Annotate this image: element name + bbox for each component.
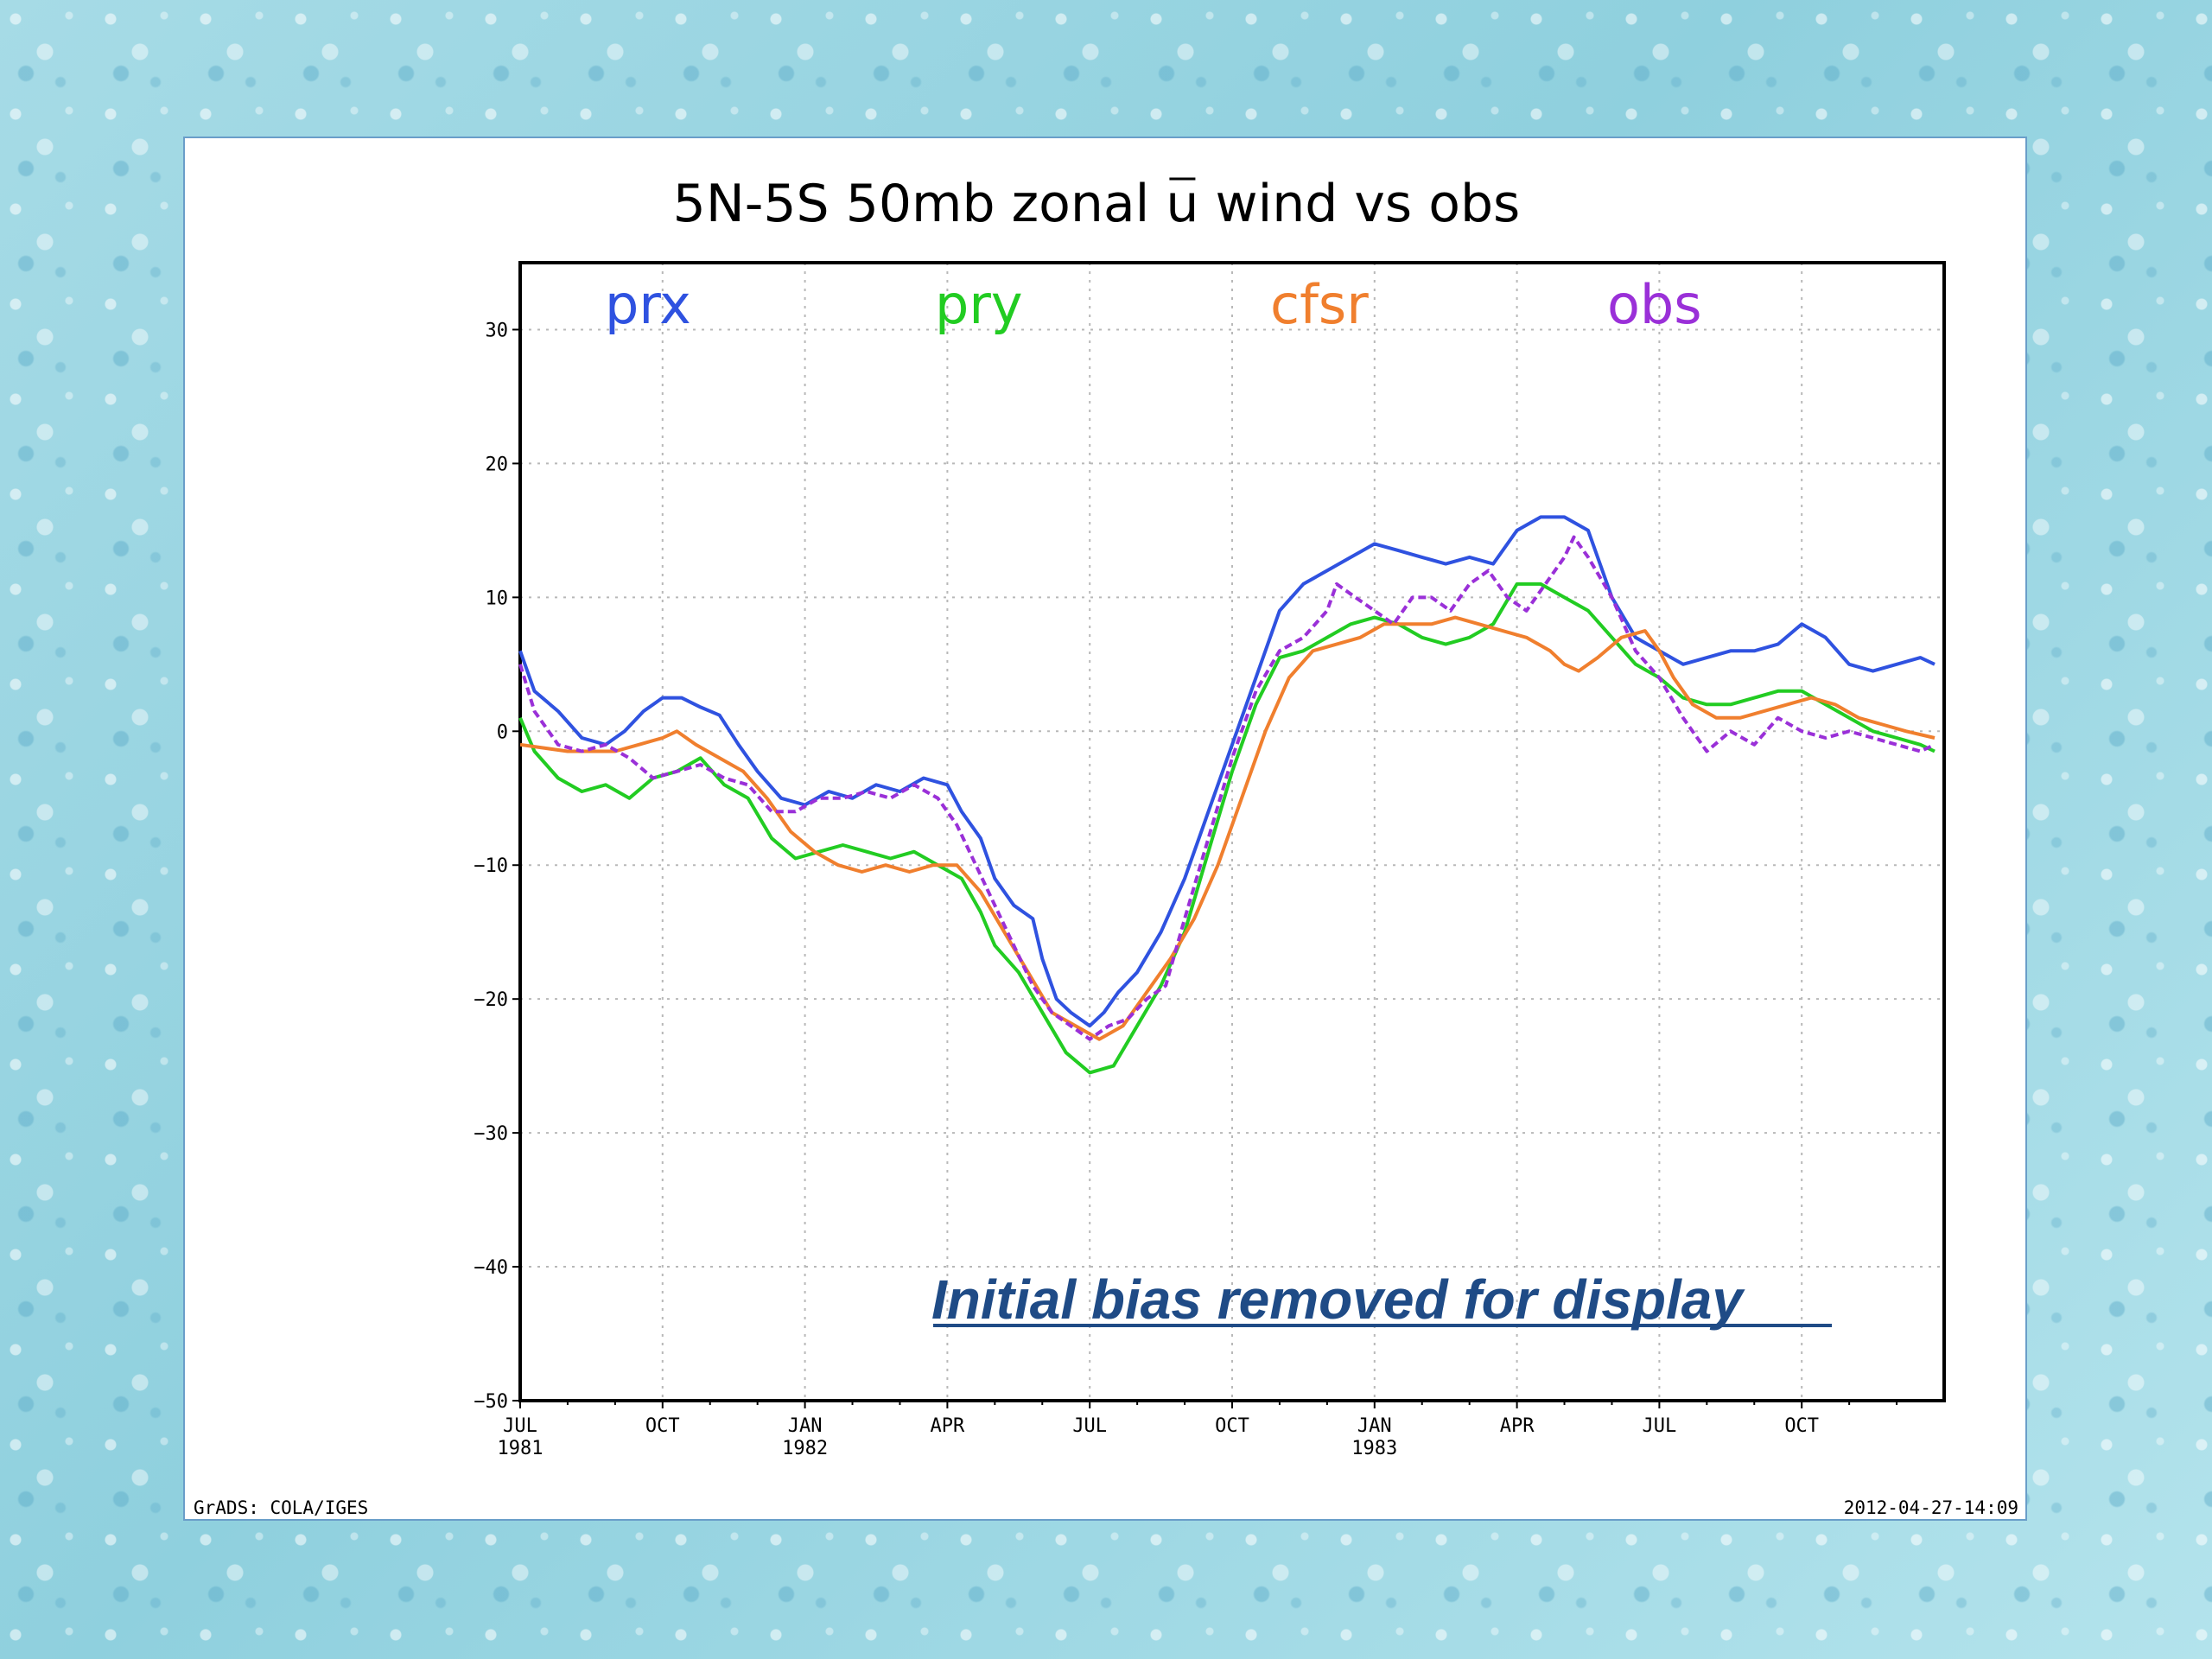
footer-right: 2012-04-27-14:09	[1844, 1497, 2018, 1518]
y-tick-label: −20	[474, 989, 508, 1011]
legend-label-pry: pry	[935, 273, 1023, 336]
y-tick-label: −30	[474, 1123, 508, 1145]
chart-title: 5N-5S 50mb zonal u wind vs obs	[673, 174, 1521, 234]
y-tick-label: 20	[486, 454, 509, 475]
x-tick-label: JUL	[503, 1415, 537, 1437]
plot-frame	[518, 261, 1946, 1402]
annotation-text: Initial bias removed for display	[931, 1268, 1745, 1331]
x-tick-year-label: 1981	[498, 1438, 543, 1459]
y-tick-label: 0	[497, 721, 508, 743]
x-tick-label: APR	[1500, 1415, 1535, 1437]
series-layer	[518, 515, 1936, 1075]
y-tick-label: −10	[474, 855, 508, 877]
chart-svg: 5N-5S 50mb zonal u wind vs obs JUL1981OC…	[194, 174, 2018, 1518]
title-part-u: u	[1166, 174, 1198, 234]
x-tick-label: JAN	[788, 1415, 823, 1437]
legend: prx pry cfsr obs	[605, 273, 1702, 336]
x-tick-label: OCT	[645, 1415, 680, 1437]
series-line-obs	[518, 535, 1936, 1041]
x-tick-label: JUL	[1643, 1415, 1677, 1437]
footer-left: GrADS: COLA/IGES	[194, 1497, 368, 1518]
legend-label-cfsr: cfsr	[1270, 273, 1369, 336]
x-tick-label: JAN	[1357, 1415, 1392, 1437]
x-tick-year-label: 1983	[1351, 1438, 1397, 1459]
series-line-cfsr	[519, 615, 1936, 1041]
y-tick-label: −50	[474, 1391, 508, 1413]
title-part-1: 5N-5S 50mb zonal	[673, 174, 1166, 234]
series-line-pry	[518, 582, 1936, 1075]
legend-label-obs: obs	[1607, 273, 1702, 336]
x-tick-label: APR	[931, 1415, 965, 1437]
chart-panel: 5N-5S 50mb zonal u wind vs obs JUL 1981 OC…	[183, 137, 2027, 1521]
legend-label-prx: prx	[605, 273, 691, 336]
x-tick-label: OCT	[1215, 1415, 1249, 1437]
x-tick-label: JUL	[1072, 1415, 1107, 1437]
y-tick-label: −40	[474, 1257, 508, 1279]
x-tick-label: OCT	[1784, 1415, 1819, 1437]
x-tick-year-label: 1982	[782, 1438, 828, 1459]
series-line-prx	[518, 515, 1936, 1028]
title-part-3: wind vs obs	[1198, 174, 1520, 234]
grid-layer	[520, 263, 1944, 1401]
y-tick-label: 30	[486, 320, 509, 341]
y-tick-label: 10	[486, 588, 509, 609]
